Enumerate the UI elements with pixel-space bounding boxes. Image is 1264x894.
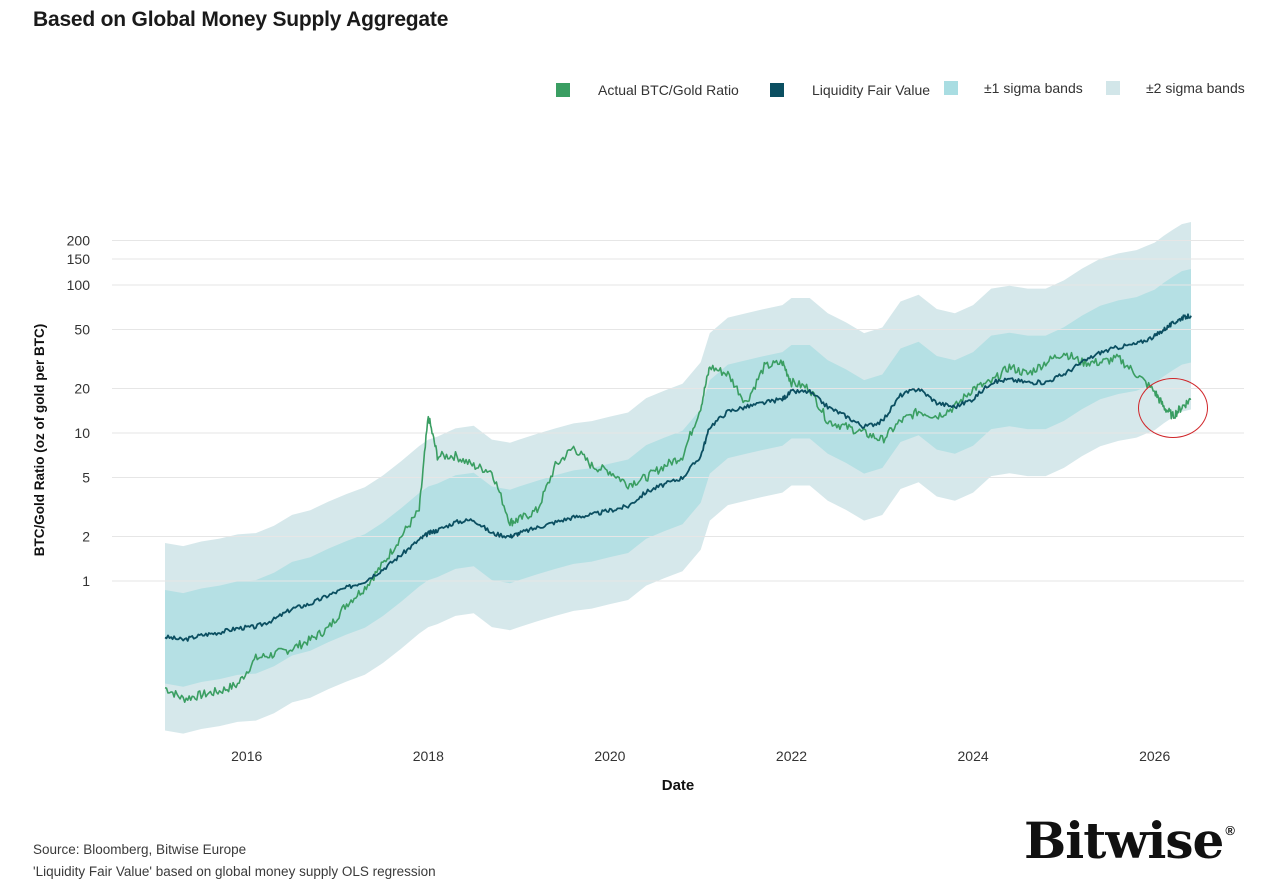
y-tick-label: 5 [82, 470, 90, 486]
chart-title: Based on Global Money Supply Aggregate [33, 8, 449, 31]
legend: Actual BTC/Gold Ratio Liquidity Fair Val… [0, 80, 1264, 104]
methodology-note: 'Liquidity Fair Value' based on global m… [33, 864, 436, 879]
legend-label-fair-value: Liquidity Fair Value [812, 82, 931, 98]
legend-label-sigma2: ±2 sigma bands [1146, 80, 1245, 96]
legend-swatch-sigma2 [1106, 81, 1120, 95]
y-tick-label: 100 [67, 277, 91, 293]
source-note: Source: Bloomberg, Bitwise Europe [33, 842, 247, 857]
y-tick-label: 150 [67, 251, 91, 267]
y-tick-label: 50 [74, 322, 90, 338]
series-line-fair-value [164, 313, 1192, 642]
legend-label-sigma1: ±1 sigma bands [984, 80, 1083, 96]
legend-swatch-sigma1 [944, 81, 958, 95]
series-lines [164, 313, 1192, 703]
legend-label-actual: Actual BTC/Gold Ratio [598, 82, 739, 98]
x-tick-label: 2018 [413, 748, 444, 764]
legend-swatch-actual [556, 83, 570, 97]
x-tick-label: 2026 [1139, 748, 1170, 764]
x-tick-label: 2024 [958, 748, 989, 764]
x-tick-label: 2016 [231, 748, 262, 764]
y-tick-label: 1 [82, 573, 90, 589]
x-tick-labels: 2016 2018 2020 2022 2024 2026 [231, 748, 1170, 764]
registered-mark: ® [1225, 823, 1235, 838]
grid-lines [112, 239, 1244, 582]
y-axis-label: BTC/Gold Ratio (oz of gold per BTC) [32, 324, 47, 556]
legend-swatch-fair-value [770, 83, 784, 97]
y-tick-label: 200 [67, 232, 91, 248]
bitwise-logo: Bitwise ® [1024, 816, 1235, 866]
y-tick-label: 10 [74, 425, 90, 441]
logo-text: Bitwise [1024, 811, 1224, 870]
annotation-circle [1138, 378, 1208, 438]
y-tick-label: 20 [74, 380, 90, 396]
x-tick-label: 2022 [776, 748, 807, 764]
legend-item-sigma1: ±1 sigma bands [944, 80, 1083, 96]
legend-item-fair-value: Liquidity Fair Value [770, 82, 930, 98]
legend-item-actual: Actual BTC/Gold Ratio [556, 82, 739, 98]
x-tick-label: 2020 [594, 748, 625, 764]
y-tick-labels: 1 2 5 10 20 50 100 150 200 [67, 232, 91, 589]
legend-item-sigma2: ±2 sigma bands [1106, 80, 1245, 96]
y-tick-label: 2 [82, 528, 90, 544]
series-line-actual [164, 351, 1192, 703]
x-axis-label: Date [662, 777, 695, 794]
